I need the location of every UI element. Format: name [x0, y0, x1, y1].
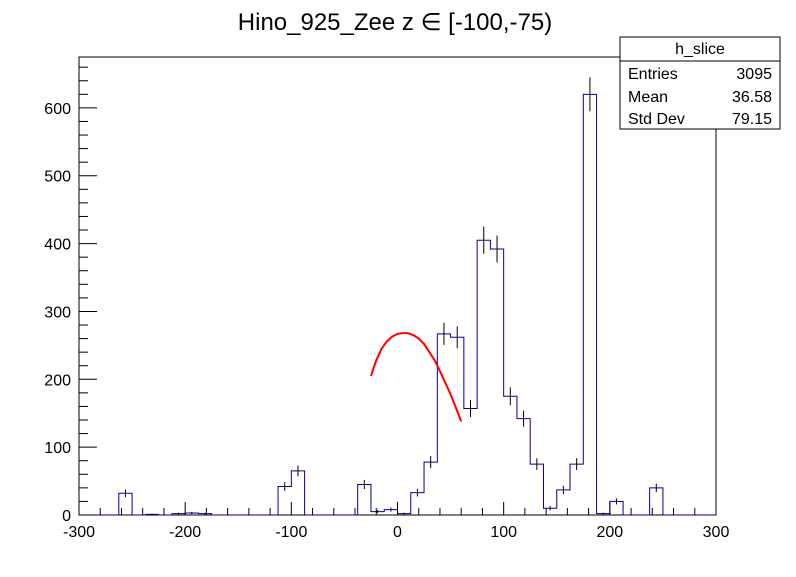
- axis-layer: -300 -200 -100 0 100 200 300 0 100 200 300 400 500 60…: [44, 66, 730, 541]
- stats-entries-label: Entries: [628, 66, 678, 83]
- stats-box-frame: [619, 36, 781, 130]
- y-tick-label: 500: [44, 169, 71, 186]
- y-tick-label: 100: [44, 440, 71, 457]
- fit-layer: [370, 332, 463, 422]
- stats-mean-label: Mean: [628, 89, 668, 106]
- histogram-layer: [79, 77, 716, 516]
- stats-stddev-value: 79.15: [732, 111, 772, 128]
- y-tick-label: 200: [44, 372, 71, 389]
- y-tick-label: 400: [44, 237, 71, 254]
- chart-title: Hino_925_Zee z ∈ [-100,-75): [238, 9, 552, 36]
- stats-box-title: h_slice: [675, 41, 725, 58]
- y-tick-label: 300: [44, 304, 71, 321]
- stats-mean-value: 36.58: [732, 89, 772, 106]
- stats-stddev-label: Std Dev: [628, 111, 685, 128]
- x-tick-label: 300: [703, 524, 730, 541]
- y-tick-label: 0: [62, 508, 71, 525]
- x-tick-label: -200: [169, 524, 201, 541]
- x-tick-label: 0: [393, 524, 402, 541]
- x-tick-label: 100: [490, 524, 517, 541]
- x-tick-label: -300: [63, 524, 95, 541]
- histogram-outline: [79, 93, 716, 516]
- stats-box: h_slice Entries 3095 Mean 36.58 Std Dev …: [619, 36, 781, 130]
- stats-entries-value: 3095: [736, 66, 772, 83]
- y-tick-label: 600: [44, 101, 71, 118]
- x-tick-label: 200: [596, 524, 623, 541]
- fit-curve: [370, 332, 463, 422]
- x-tick-label: -100: [275, 524, 307, 541]
